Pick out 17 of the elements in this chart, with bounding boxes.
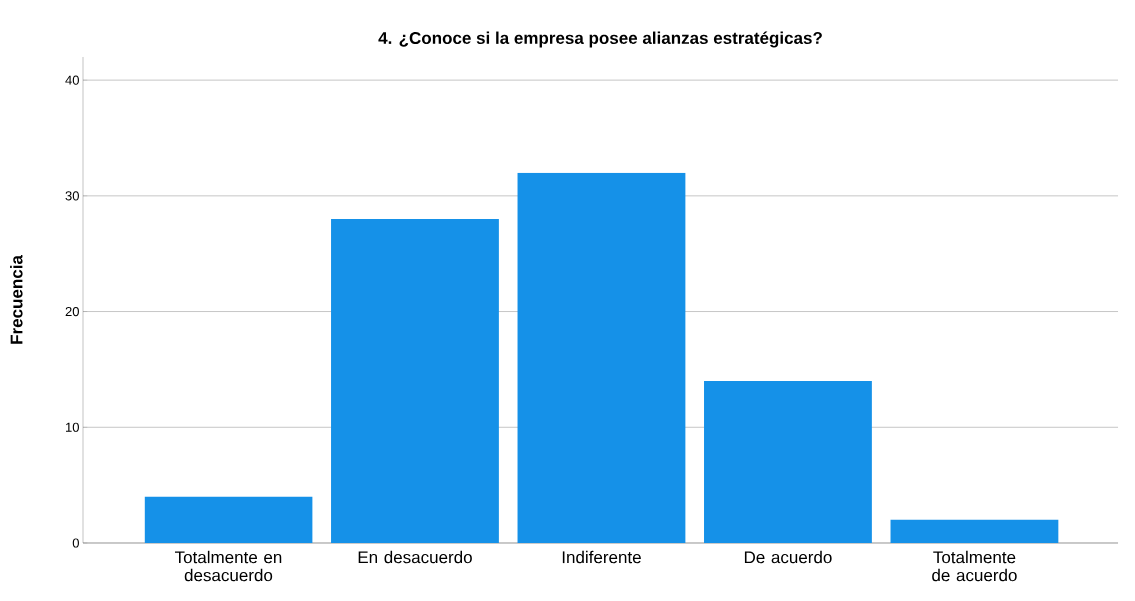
x-tick-label: En desacuerdo (358, 550, 472, 564)
bar (704, 380, 872, 543)
x-tick-label: De acuerdo (744, 550, 832, 564)
y-tick-label: 0 (72, 538, 79, 548)
bar (890, 519, 1059, 543)
bar (517, 172, 686, 543)
y-tick-label: 40 (65, 75, 79, 85)
y-tick-label: 20 (65, 306, 79, 317)
bar (331, 218, 499, 543)
bar (144, 496, 313, 543)
x-tick-label: Indiferente (562, 550, 641, 564)
x-tick-label: Totalmente de acuerdo (932, 550, 1017, 582)
x-tick-label: Totalmente en desacuerdo (174, 550, 282, 582)
chart-title: 4. ¿Conoce si la empresa posee alianzas estratégicas? (378, 31, 822, 48)
y-tick-label: 10 (66, 422, 79, 432)
y-axis-title: Frecuencia (10, 255, 23, 344)
y-tick-label: 30 (65, 191, 79, 201)
